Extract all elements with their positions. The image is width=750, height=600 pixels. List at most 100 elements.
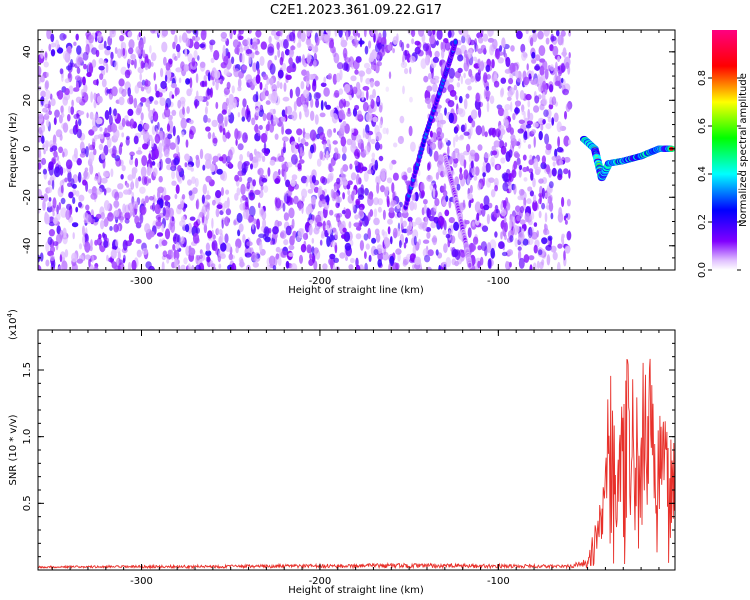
spectrogram-speckle bbox=[83, 91, 87, 98]
snr-x-label: Height of straight line (km) bbox=[288, 585, 424, 596]
spectrogram-speckle bbox=[378, 32, 382, 43]
spectrogram-speckle bbox=[152, 167, 158, 177]
chart-title: C2E1.2023.361.09.22.G17 bbox=[270, 3, 442, 18]
spectrogram-speckle bbox=[407, 167, 412, 174]
spectrogram-speckle bbox=[315, 98, 320, 108]
spectrogram-speckle bbox=[72, 153, 78, 162]
spectrogram-speckle bbox=[85, 146, 89, 158]
spectrogram-speckle bbox=[326, 128, 333, 138]
spectrogram-frame bbox=[37, 29, 676, 271]
spectrogram-speckle bbox=[558, 159, 564, 166]
spectrogram-speckle bbox=[38, 264, 42, 270]
spectrogram-speckle bbox=[137, 123, 143, 132]
spectrogram-speckle bbox=[122, 47, 126, 57]
spectrogram-speckle bbox=[500, 77, 507, 84]
spectrogram-speckle bbox=[334, 244, 338, 254]
spectrogram-speckle bbox=[529, 37, 534, 47]
spectrogram-speckle bbox=[251, 252, 258, 262]
spectrogram-speckle bbox=[392, 191, 396, 202]
spectrogram-speckle bbox=[467, 193, 473, 200]
spectrogram-speckle bbox=[245, 209, 249, 221]
spectrogram-speckle bbox=[361, 166, 368, 172]
spectrogram-speckle bbox=[316, 222, 323, 227]
spectrogram-speckle bbox=[191, 35, 196, 41]
spectrogram-speckle bbox=[348, 264, 354, 270]
spectrogram-speckle bbox=[260, 41, 267, 50]
spectrogram-speckle bbox=[121, 88, 127, 97]
spectrogram-speckle bbox=[62, 122, 69, 133]
spectrogram-speckle bbox=[264, 90, 269, 97]
spectrogram-speckle bbox=[365, 112, 373, 122]
spectrogram-speckle bbox=[104, 48, 111, 56]
spectrogram-speckle bbox=[413, 202, 417, 211]
spectrogram-speckle bbox=[541, 202, 546, 210]
spectrogram-speckle bbox=[347, 189, 351, 196]
spectrogram-speckle bbox=[217, 113, 224, 124]
spectrogram-speckle bbox=[421, 190, 425, 198]
spectrogram-speckle bbox=[71, 99, 74, 108]
spectrogram-speckle bbox=[117, 251, 121, 260]
spectrogram-speckle bbox=[377, 206, 382, 213]
spectrogram-speckle bbox=[212, 199, 216, 206]
spectrogram-speckle bbox=[177, 99, 182, 109]
spectrogram-speckle bbox=[557, 212, 564, 223]
spectrogram-speckle bbox=[518, 119, 525, 125]
spectrogram-speckle bbox=[507, 90, 513, 98]
spectrogram-speckle bbox=[444, 138, 449, 143]
spectrogram-speckle bbox=[94, 32, 98, 43]
spectrogram-speckle bbox=[454, 176, 459, 186]
spectrogram-speckle bbox=[180, 236, 185, 245]
spectrogram-speckle bbox=[144, 195, 150, 204]
spectrogram-speckle bbox=[89, 111, 94, 120]
spectrogram-speckle bbox=[500, 202, 504, 211]
spectrogram-speckle bbox=[199, 43, 206, 48]
spectrogram-speckle bbox=[467, 227, 472, 239]
spectrogram-speckle bbox=[427, 249, 434, 257]
spectrogram-speckle bbox=[215, 80, 219, 91]
spectrogram-speckle bbox=[556, 146, 564, 153]
spectrogram-speckle bbox=[254, 50, 260, 56]
spectrogram-speckle bbox=[426, 85, 433, 92]
spectrogram-speckle bbox=[567, 198, 571, 205]
spectrogram-speckle bbox=[177, 51, 181, 59]
spectrogram-speckle bbox=[253, 125, 259, 132]
spectrogram-speckle bbox=[442, 199, 447, 207]
spectrogram-speckle bbox=[178, 77, 182, 84]
spectrogram-speckle bbox=[472, 56, 478, 62]
spectrogram-speckle bbox=[352, 200, 355, 212]
spectrogram-speckle bbox=[45, 89, 51, 100]
spectrogram-speckle bbox=[171, 164, 175, 171]
spectrogram-speckle bbox=[127, 261, 132, 270]
spectrogram-speckle bbox=[453, 136, 456, 148]
spectrogram-speckle bbox=[262, 73, 268, 81]
spectrogram-speckle bbox=[535, 54, 541, 61]
spectrogram-speckle bbox=[333, 52, 340, 64]
spectrogram-speckle bbox=[540, 124, 544, 131]
spectrogram-speckle bbox=[340, 136, 347, 147]
spectrogram-speckle bbox=[148, 167, 152, 174]
spectrogram-speckle bbox=[463, 159, 467, 169]
spectrogram-speckle bbox=[299, 146, 303, 157]
spectrogram-speckle bbox=[539, 103, 545, 111]
spectrogram-speckle bbox=[441, 185, 445, 192]
spectrogram-speckle bbox=[175, 43, 181, 53]
spectrogram-speckle bbox=[249, 152, 254, 162]
spectrogram-speckle bbox=[440, 41, 444, 51]
spectrogram-speckle bbox=[375, 31, 379, 39]
spectrogram-speckle bbox=[488, 129, 492, 137]
spectrogram-speckle bbox=[269, 159, 276, 166]
spectrogram-speckle bbox=[563, 250, 566, 261]
spectrogram-speckle bbox=[102, 159, 106, 169]
spectrogram-speckle bbox=[518, 169, 522, 178]
spectrogram-speckle bbox=[328, 143, 332, 152]
spectrogram-speckle bbox=[351, 190, 355, 201]
spectrogram-speckle bbox=[157, 216, 162, 222]
spectrogram-speckle bbox=[59, 229, 64, 240]
spectrogram-speckle bbox=[513, 84, 518, 91]
spectrogram-speckle bbox=[445, 195, 449, 202]
spectrogram-speckle bbox=[157, 189, 161, 200]
spectrogram-speckle bbox=[448, 199, 452, 209]
spectrogram-speckle bbox=[79, 152, 86, 158]
spectrogram-speckle bbox=[424, 97, 432, 104]
spectrogram-speckle bbox=[561, 196, 565, 208]
